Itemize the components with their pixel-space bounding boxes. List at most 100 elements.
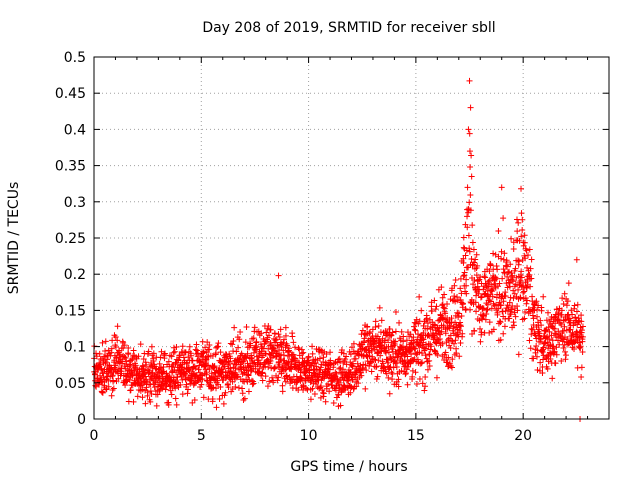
data-point [471,259,478,266]
data-point [381,339,388,346]
data-point [452,277,459,284]
data-point [463,282,470,289]
data-point [99,389,106,396]
data-point [439,340,446,347]
data-point [227,340,234,347]
data-point [468,173,475,180]
data-point [465,126,472,133]
data-point [309,350,316,357]
data-point [304,357,311,364]
data-point [266,378,273,385]
data-point [512,281,519,288]
data-point [440,322,447,329]
data-point [118,365,125,372]
data-point [461,269,468,276]
data-point [303,385,310,392]
data-point [247,342,254,349]
data-point [527,345,534,352]
data-point [424,320,431,327]
data-point [534,306,541,313]
data-point [426,351,433,358]
data-point [99,339,106,346]
data-point [432,306,439,313]
data-point [426,357,433,364]
data-point [217,384,224,391]
data-point [571,339,578,346]
data-point [507,261,514,268]
data-point [498,248,505,255]
data-point [500,266,507,273]
data-point [263,329,270,336]
data-point [173,344,180,351]
data-point [271,347,278,354]
data-point [447,344,454,351]
data-point [213,404,220,411]
data-point [487,262,494,269]
data-point [243,354,250,361]
data-point [483,310,490,317]
data-point [162,386,169,393]
data-point [551,348,558,355]
data-point [130,347,137,354]
data-point [579,323,586,330]
data-point [477,294,484,301]
data-point [338,347,345,354]
data-point [362,362,369,369]
data-point [126,376,133,383]
data-point [530,315,537,322]
data-point [215,340,222,347]
data-point [560,327,567,334]
data-point [494,311,501,318]
data-point [203,356,210,363]
data-point [578,374,585,381]
data-point [422,373,429,380]
data-point [376,304,383,311]
data-point [248,366,255,373]
data-point [409,367,416,374]
data-point [526,337,533,344]
data-point [544,365,551,372]
data-point [486,268,493,275]
data-point [320,390,327,397]
data-point [498,255,505,262]
data-point [472,256,479,263]
data-point [449,364,456,371]
data-point [525,252,532,259]
data-point [423,315,430,322]
data-point [549,337,556,344]
data-point [426,363,433,370]
data-point [309,385,316,392]
data-point [510,295,517,302]
data-point [385,374,392,381]
data-point [110,385,117,392]
data-point [469,222,476,229]
data-point [568,307,575,314]
data-point [498,184,505,191]
data-point [250,349,257,356]
data-point [228,388,235,395]
data-point [515,286,522,293]
data-point [153,402,160,409]
data-point [318,383,325,390]
data-point [517,295,524,302]
data-point [352,355,359,362]
data-point [402,371,409,378]
data-point [326,388,333,395]
data-point [393,359,400,366]
data-point [353,383,360,390]
data-point [275,272,282,279]
data-point [224,353,231,360]
data-point [488,305,495,312]
data-point [267,357,274,364]
data-point [522,308,529,315]
data-point [222,389,229,396]
data-point [495,228,502,235]
data-point [384,329,391,336]
data-point [508,306,515,313]
data-point [108,392,115,399]
data-point [478,329,485,336]
data-point [577,343,584,350]
data-point [464,224,471,231]
data-point [558,321,565,328]
data-point [478,293,485,300]
